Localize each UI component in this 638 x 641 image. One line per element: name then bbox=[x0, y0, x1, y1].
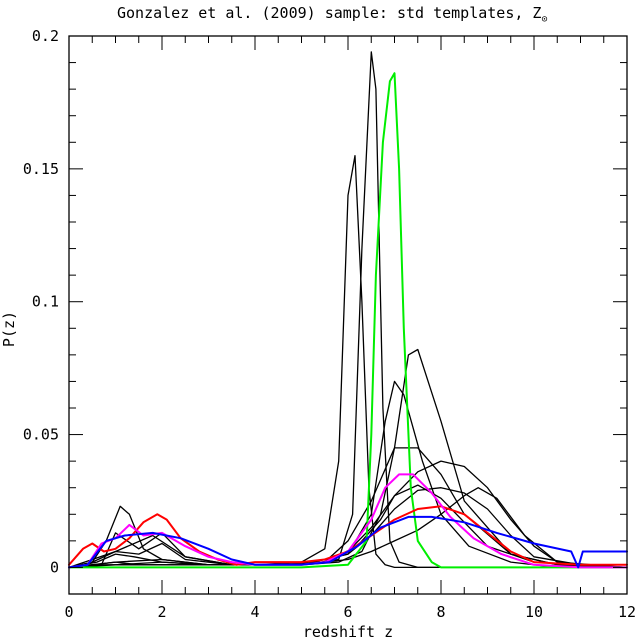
series-line-13 bbox=[68, 515, 628, 569]
series-line-6 bbox=[68, 447, 628, 569]
x-tick-label: 10 bbox=[525, 603, 543, 621]
y-tick-label: 0.05 bbox=[23, 426, 59, 444]
series-line-11 bbox=[68, 505, 628, 566]
y-tick-label: 0 bbox=[50, 558, 59, 576]
y-tick-label: 0.15 bbox=[23, 160, 59, 178]
x-tick-label: 2 bbox=[157, 603, 166, 621]
x-tick-label: 0 bbox=[64, 603, 73, 621]
plot-frame bbox=[68, 35, 628, 595]
x-tick-label: 12 bbox=[618, 603, 636, 621]
series-line-5 bbox=[68, 460, 628, 569]
y-tick-label: 0.2 bbox=[32, 27, 59, 45]
sun-symbol: ⊙ bbox=[541, 14, 547, 25]
series-line-2 bbox=[68, 51, 628, 569]
x-tick-label: 8 bbox=[436, 603, 445, 621]
series-line-9 bbox=[68, 484, 628, 569]
axis-ticks: 0 2 4 6 8 10 12 0 0.05 0.1 0.15 0.2 bbox=[23, 27, 636, 621]
series-line-3 bbox=[68, 348, 628, 569]
plot-series bbox=[68, 51, 628, 569]
x-tick-label: 4 bbox=[250, 603, 259, 621]
x-tick-label: 6 bbox=[343, 603, 352, 621]
series-line-4 bbox=[68, 380, 628, 569]
x-axis-label: redshift z bbox=[303, 623, 393, 641]
series-line-8 bbox=[68, 487, 628, 569]
series-line-10 bbox=[68, 72, 628, 569]
y-axis-label: P(z) bbox=[0, 311, 18, 347]
y-tick-label: 0.1 bbox=[32, 293, 59, 311]
chart-title: Gonzalez et al. (2009) sample: std templ… bbox=[117, 4, 547, 25]
series-line-1 bbox=[68, 154, 628, 569]
